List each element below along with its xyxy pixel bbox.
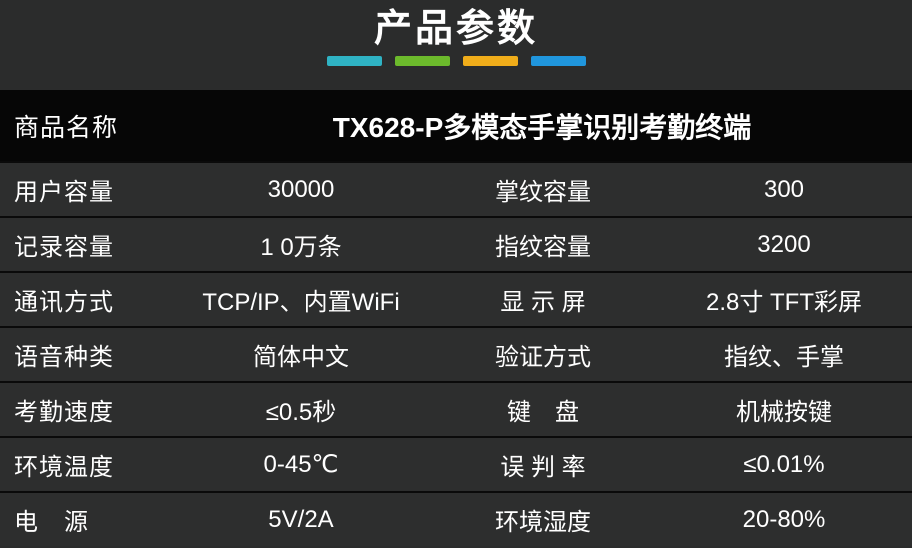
spec-row: 考勤速度 ≤0.5秒 键 盘 机械按键 <box>0 381 912 436</box>
spec-value: 1 0万条 <box>260 234 342 261</box>
spec-value: TCP/IP、内置WiFi <box>202 289 400 316</box>
accent-bars <box>326 56 586 67</box>
spec-row: 语音种类 简体中文 验证方式 指纹、手掌 <box>0 326 912 381</box>
spec-label: 语音种类 <box>14 344 114 371</box>
spec-row: 电 源 5V/2A 环境湿度 20-80% <box>0 491 912 546</box>
spec-row: 用户容量 30000 掌纹容量 300 <box>0 161 912 216</box>
spec-value: 指纹、手掌 <box>724 344 844 371</box>
spec-value: 5V/2A <box>268 505 334 533</box>
spec-label: 误 判 率 <box>500 454 586 481</box>
spec-label: 指纹容量 <box>495 234 591 261</box>
product-name-row: 商品名称 TX628-P多模态手掌识别考勤终端 <box>0 90 912 161</box>
spec-value: 2.8寸 TFT彩屏 <box>705 289 862 316</box>
spec-label: 键 盘 <box>507 399 579 426</box>
spec-label: 掌纹容量 <box>495 179 591 206</box>
product-name-label: 商品名称 <box>14 113 119 142</box>
spec-value: 3200 <box>757 230 811 258</box>
spec-value: 30000 <box>267 175 335 203</box>
spec-value: ≤0.5秒 <box>265 399 337 426</box>
spec-value: 0-45℃ <box>263 451 339 478</box>
spec-row: 环境温度 0-45℃ 误 判 率 ≤0.01% <box>0 436 912 491</box>
header: 产品参数 <box>0 0 912 90</box>
accent-bar-teal <box>326 56 382 67</box>
spec-label: 电 源 <box>14 509 89 536</box>
spec-label: 用户容量 <box>14 179 114 206</box>
spec-label: 通讯方式 <box>14 289 114 316</box>
spec-value: 机械按键 <box>736 399 832 426</box>
spec-row: 通讯方式 TCP/IP、内置WiFi 显 示 屏 2.8寸 TFT彩屏 <box>0 271 912 326</box>
spec-label: 显 示 屏 <box>500 289 586 316</box>
accent-bar-blue <box>530 56 586 67</box>
spec-label: 记录容量 <box>14 234 114 261</box>
spec-label: 环境温度 <box>14 454 114 481</box>
spec-value: 简体中文 <box>253 344 349 371</box>
spec-row: 记录容量 1 0万条 指纹容量 3200 <box>0 216 912 271</box>
spec-label: 验证方式 <box>495 344 591 371</box>
product-name-value: TX628-P多模态手掌识别考勤终端 <box>332 111 752 143</box>
accent-bar-orange <box>462 56 518 67</box>
spec-value: 20-80% <box>742 505 826 533</box>
spec-table: 商品名称 TX628-P多模态手掌识别考勤终端 用户容量 30000 掌纹容量 … <box>0 90 912 546</box>
spec-label: 考勤速度 <box>14 399 114 426</box>
spec-value: 300 <box>763 175 805 203</box>
spec-label: 环境湿度 <box>495 509 591 536</box>
accent-bar-green <box>394 56 450 67</box>
page-title: 产品参数 <box>373 8 538 50</box>
spec-value: ≤0.01% <box>743 450 825 478</box>
